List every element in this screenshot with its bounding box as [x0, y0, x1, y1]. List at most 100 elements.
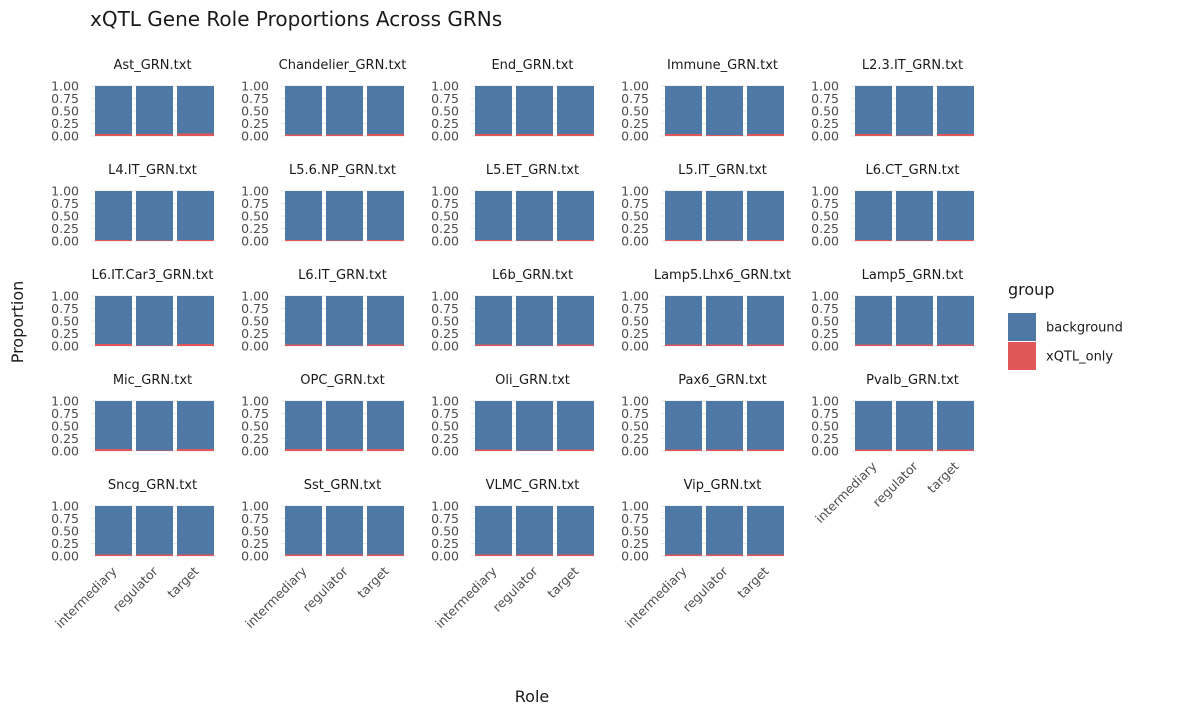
- y-tick-label: 1.00: [811, 79, 839, 94]
- y-tick-label: 1.00: [51, 499, 79, 514]
- bar-background: [475, 191, 512, 240]
- bar-background: [665, 191, 702, 240]
- y-tick-label: 0.25: [241, 536, 269, 551]
- y-tick-label: 0.50: [431, 314, 459, 329]
- y-tick-label: 0.50: [621, 209, 649, 224]
- y-tick-label: 0.75: [811, 406, 839, 421]
- bar-xqtl-only: [475, 344, 512, 346]
- y-tick-label: 0.25: [431, 536, 459, 551]
- y-tick-label: 0.75: [621, 91, 649, 106]
- bar-xqtl-only: [706, 344, 743, 346]
- bar-background: [177, 506, 214, 555]
- bar-background: [896, 296, 933, 345]
- bar-xqtl-only: [855, 134, 892, 136]
- y-tick-label: 0.75: [811, 301, 839, 316]
- x-tick-label: intermediary: [242, 563, 310, 631]
- bar-background: [557, 401, 594, 450]
- x-tick-label: target: [734, 563, 772, 601]
- bar-xqtl-only: [665, 554, 702, 556]
- facet-strip-label: End_GRN.txt: [491, 58, 573, 73]
- bar-background: [285, 86, 322, 135]
- bar-background: [937, 191, 974, 240]
- y-tick-label: 0.50: [431, 104, 459, 119]
- facet-panel: L6b_GRN.txt 0.000.250.500.751.00: [431, 268, 594, 354]
- y-tick-label: 0.25: [431, 326, 459, 341]
- bar-background: [747, 296, 784, 345]
- bar-xqtl-only: [95, 449, 132, 451]
- facet-strip-label: L5.IT_GRN.txt: [678, 163, 767, 178]
- facet-strip-label: Mic_GRN.txt: [113, 373, 192, 388]
- y-tick-label: 0.75: [621, 196, 649, 211]
- bar-background: [95, 506, 132, 555]
- y-tick-label: 0.00: [621, 129, 649, 144]
- y-tick-label: 0.25: [241, 326, 269, 341]
- y-tick-label: 0.50: [431, 524, 459, 539]
- facet-strip-label: Oli_GRN.txt: [495, 373, 570, 388]
- y-tick-label: 0.50: [51, 104, 79, 119]
- y-tick-label: 0.75: [241, 511, 269, 526]
- bar-xqtl-only: [285, 449, 322, 451]
- bar-xqtl-only: [95, 344, 132, 346]
- bar-xqtl-only: [285, 240, 322, 241]
- bar-xqtl-only: [136, 134, 173, 136]
- bar-xqtl-only: [706, 135, 743, 136]
- facet-strip-label: L6.IT.Car3_GRN.txt: [91, 268, 213, 283]
- y-tick-label: 1.00: [431, 394, 459, 409]
- chart-title: xQTL Gene Role Proportions Across GRNs: [90, 7, 502, 31]
- facet-strip-label: VLMC_GRN.txt: [486, 478, 580, 493]
- y-tick-label: 0.75: [51, 511, 79, 526]
- facet-panel: L5.ET_GRN.txt 0.000.250.500.751.00: [431, 163, 594, 249]
- y-tick-label: 0.50: [621, 104, 649, 119]
- y-tick-label: 0.00: [241, 234, 269, 249]
- bar-background: [557, 86, 594, 134]
- facet-strip-label: L2.3.IT_GRN.txt: [862, 58, 963, 73]
- y-tick-label: 0.25: [241, 431, 269, 446]
- bar-xqtl-only: [177, 554, 214, 556]
- bar-xqtl-only: [367, 344, 404, 346]
- y-tick-label: 0.00: [51, 444, 79, 459]
- bar-xqtl-only: [557, 134, 594, 136]
- bar-background: [136, 296, 173, 346]
- y-tick-label: 0.00: [241, 444, 269, 459]
- bar-xqtl-only: [516, 345, 553, 346]
- bar-background: [557, 506, 594, 555]
- bar-background: [367, 191, 404, 240]
- facet-panel: Pvalb_GRN.txt 0.000.250.500.751.00 interme…: [811, 373, 974, 526]
- y-tick-label: 0.75: [51, 406, 79, 421]
- bar-background: [285, 506, 322, 555]
- facet-panel: Lamp5.Lhx6_GRN.txt 0.000.250.500.751.00: [621, 268, 791, 354]
- bar-xqtl-only: [747, 449, 784, 451]
- y-tick-label: 1.00: [811, 184, 839, 199]
- legend-key: [1008, 342, 1036, 370]
- bar-xqtl-only: [475, 134, 512, 136]
- y-tick-label: 1.00: [51, 184, 79, 199]
- bar-background: [706, 86, 743, 135]
- y-tick-label: 0.75: [241, 196, 269, 211]
- bar-xqtl-only: [177, 449, 214, 451]
- y-tick-label: 1.00: [51, 394, 79, 409]
- bar-background: [367, 401, 404, 449]
- bar-xqtl-only: [177, 344, 214, 346]
- bar-background: [937, 86, 974, 134]
- facet-panel: L2.3.IT_GRN.txt 0.000.250.500.751.00: [811, 58, 974, 144]
- y-tick-label: 0.25: [621, 221, 649, 236]
- facet-strip-label: Pax6_GRN.txt: [678, 373, 767, 388]
- bar-xqtl-only: [516, 554, 553, 556]
- bar-background: [706, 296, 743, 345]
- bar-xqtl-only: [896, 240, 933, 241]
- facet-strip-label: L4.IT_GRN.txt: [108, 163, 197, 178]
- bar-xqtl-only: [557, 344, 594, 346]
- bar-xqtl-only: [285, 344, 322, 346]
- y-tick-label: 0.75: [811, 91, 839, 106]
- bar-xqtl-only: [937, 240, 974, 241]
- bar-xqtl-only: [367, 554, 404, 556]
- y-tick-label: 0.00: [621, 444, 649, 459]
- y-tick-label: 0.75: [241, 406, 269, 421]
- y-tick-label: 1.00: [241, 499, 269, 514]
- bar-xqtl-only: [937, 449, 974, 451]
- x-tick-label: intermediary: [812, 458, 880, 526]
- y-tick-label: 0.75: [431, 196, 459, 211]
- bar-background: [516, 86, 553, 134]
- y-tick-label: 0.50: [51, 209, 79, 224]
- y-tick-label: 0.25: [51, 221, 79, 236]
